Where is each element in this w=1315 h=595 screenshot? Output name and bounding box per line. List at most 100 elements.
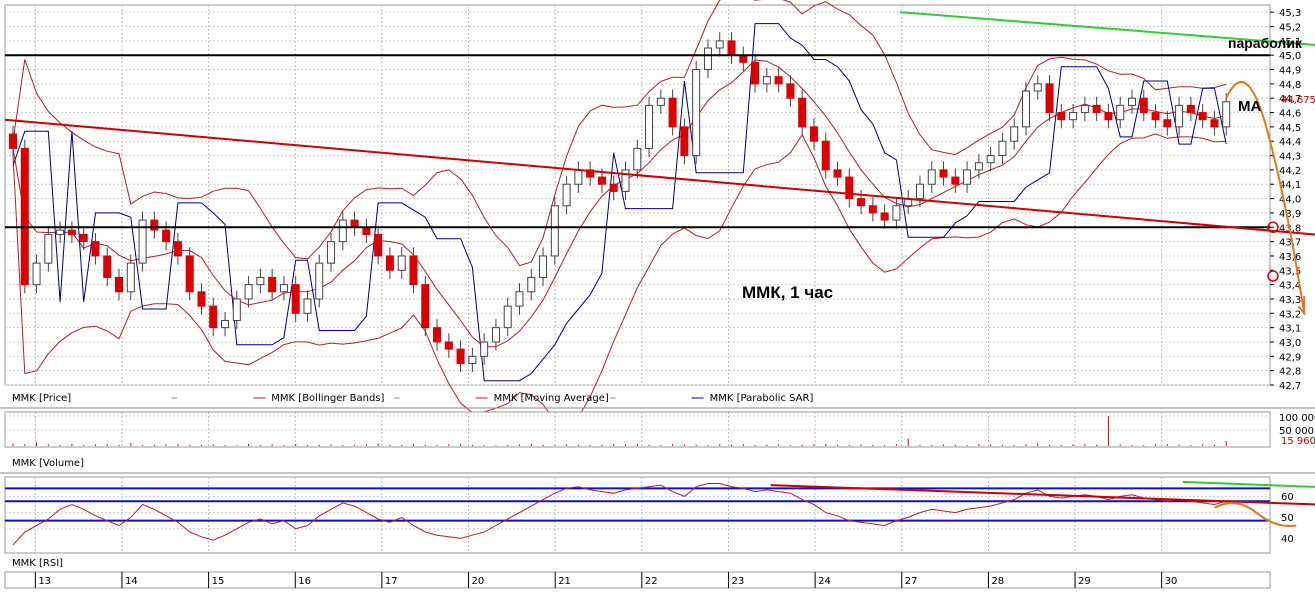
candle-body [939,169,948,178]
price-tick-label: 45,3 [1279,8,1301,19]
rsi-tick-1: 50 [1281,513,1294,524]
rsi-tick-2: 40 [1281,534,1294,545]
candle-body [67,229,76,235]
candle-body [1198,112,1207,121]
ma-annotation: МА [1238,98,1261,115]
candle-body [32,262,41,286]
candle-body [491,327,500,343]
volume-series-label: MMK [Volume] [12,458,84,469]
candle-body [762,76,771,85]
candle-body [515,291,524,307]
candle-body [715,40,724,49]
candle-body [138,219,147,264]
price-tick-label: 44,8 [1279,80,1301,91]
candle-body [892,205,901,221]
candle-body [56,229,65,235]
candle-body [668,97,677,128]
price-tick-label: 43,6 [1279,252,1301,263]
candle-body [468,355,477,364]
candle-body [927,169,936,185]
candle-body [421,284,430,329]
price-tick-label: 43,1 [1279,324,1301,335]
last-price-label: 44,675 [1281,95,1315,106]
price-tick-label: 44,6 [1279,109,1301,120]
candle-body [833,169,842,178]
price-tick-label: 43,0 [1279,338,1301,349]
candle-body [974,162,983,171]
candle-body [1092,104,1101,114]
rsi-forecast-arrow [1213,502,1297,528]
price-tick-label: 45,2 [1279,23,1301,34]
price-tick-label: 43,3 [1279,295,1301,306]
price-tick-label: 44,2 [1279,166,1301,177]
rsi-tick-0: 60 [1281,492,1294,503]
rsi-series-label: MMK [RSI] [12,558,63,569]
x-tick-label: 13 [38,576,51,587]
x-tick-label: 23 [731,576,744,587]
candle-body [173,241,182,257]
candle-body [362,226,371,235]
price-tick-label: 45,0 [1279,51,1301,62]
candle-body [397,255,406,271]
price-tick-label: 44,3 [1279,152,1301,163]
bollinger-lower-line [12,133,1227,427]
level-marker-circle [1267,270,1279,282]
candle-body [1139,97,1148,114]
price-tick-label: 44,7 [1279,94,1301,105]
candle-body [103,255,112,278]
x-tick-label: 16 [298,576,311,587]
price-trendline [4,118,1315,236]
candle-body [1080,104,1089,114]
candle-body [115,276,124,293]
candle-body [1033,83,1042,92]
candle-body [1045,83,1054,114]
candle-body [9,133,17,149]
x-tick-label: 27 [905,576,918,587]
rsi-plot-area [4,476,1271,554]
candle-body [880,212,889,221]
candle-body [338,219,347,243]
candle-body [868,205,877,214]
candle-body [244,284,253,300]
candle-body [44,233,53,264]
x-tick-label: 14 [125,576,138,587]
legend-label: MMK [Bollinger Bands] [271,393,384,404]
candle-body [845,176,854,200]
candle-body [539,255,548,278]
candle-body [385,255,394,271]
candle-body [821,140,830,171]
price-tick-label: 44,5 [1279,123,1301,134]
candle-body [963,169,972,185]
candle-body [609,183,618,192]
candle-body [809,126,818,142]
candle-body [162,229,171,243]
candle-body [680,126,689,157]
candle-body [562,183,571,207]
price-trendline [900,11,1315,46]
x-tick-label: 22 [645,576,658,587]
candle-body [998,140,1007,157]
candle-body [986,155,995,164]
x-tick-label: 20 [472,576,485,587]
candle-body [1069,112,1078,121]
parabolic-sar-line [12,23,1227,382]
x-tick-label: 24 [818,576,831,587]
candle-body [409,255,418,286]
candle-body [303,298,312,314]
rsi-panel [4,476,1315,554]
candle-body [692,69,701,157]
rsi-trendline [770,484,1315,506]
volume-tick-1: 50 000 [1279,426,1314,437]
price-tick-label: 43,2 [1279,309,1301,320]
candle-body [751,61,760,85]
candle-body [433,327,442,343]
sar-annotation: параболик [1228,35,1303,51]
x-tick-label: 30 [1165,576,1178,587]
candle-body [550,205,559,257]
volume-tick-0: 100 000 [1279,413,1315,424]
x-tick-label: 28 [991,576,1004,587]
candle-body [350,219,359,228]
candle-body [703,47,712,71]
